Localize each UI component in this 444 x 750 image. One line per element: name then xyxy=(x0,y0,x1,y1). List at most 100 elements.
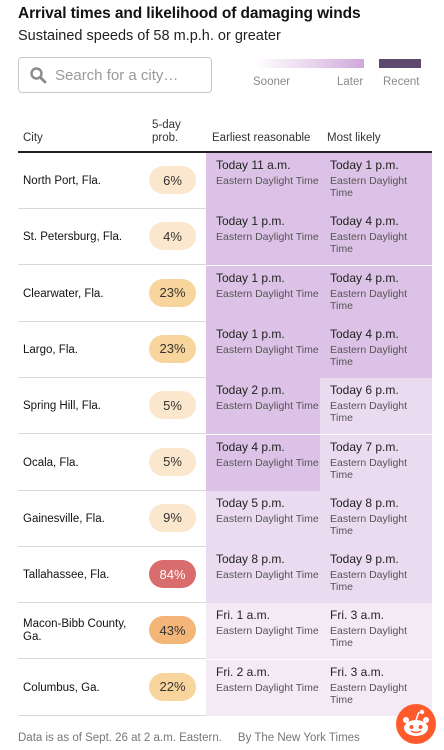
likely-arrival-cell: Fri. 3 a.m. Eastern Daylight Time xyxy=(320,603,432,660)
earliest-time: Today 1 p.m. xyxy=(216,270,285,285)
earliest-timezone: Eastern Daylight Time xyxy=(216,175,319,187)
table-row: Gainesville, Fla. 9% Today 5 p.m. Eastern D… xyxy=(18,490,432,547)
column-header-earliest: Earliest reasonable xyxy=(212,132,311,144)
legend-recent-label: Recent xyxy=(383,76,420,88)
table-row: Largo, Fla. 23% Today 1 p.m. Eastern Daylig… xyxy=(18,321,432,378)
likely-arrival-cell: Today 4 p.m. Eastern Daylight Time xyxy=(320,209,432,266)
likely-time: Today 8 p.m. xyxy=(330,495,399,510)
likely-arrival-cell: Today 6 p.m. Eastern Daylight Time xyxy=(320,378,432,435)
table-row: Clearwater, Fla. 23% Today 1 p.m. Eastern D… xyxy=(18,265,432,322)
footer-credit: By The New York Times xyxy=(237,732,360,744)
likely-timezone: Eastern Daylight Time xyxy=(330,512,408,537)
likely-timezone: Eastern Daylight Time xyxy=(330,400,408,425)
likely-arrival-cell: Today 8 p.m. Eastern Daylight Time xyxy=(320,490,432,547)
likely-timezone: Eastern Daylight Time xyxy=(330,569,408,594)
likely-timezone: Eastern Daylight Time xyxy=(330,681,408,706)
likely-arrival-cell: Today 4 p.m. Eastern Daylight Time xyxy=(320,321,432,378)
earliest-time: Fri. 2 a.m. xyxy=(216,664,271,679)
likely-time: Fri. 3 a.m. xyxy=(330,608,385,623)
earliest-time: Today 5 p.m. xyxy=(216,495,285,510)
earliest-time: Today 11 a.m. xyxy=(216,158,291,172)
city-name: Gainesville, Fla. xyxy=(23,512,105,525)
probability-badge: 43% xyxy=(149,616,196,645)
earliest-timezone: Eastern Daylight Time xyxy=(216,400,319,413)
header-rule xyxy=(18,151,432,153)
city-name: Clearwater, Fla. xyxy=(23,287,104,300)
page-subtitle: Sustained speeds of 58 m.p.h. or greater xyxy=(18,28,281,44)
table-row: St. Petersburg, Fla. 4% Today 1 p.m. Easter… xyxy=(18,209,432,266)
earliest-timezone: Eastern Daylight Time xyxy=(216,456,319,469)
earliest-time: Today 8 p.m. xyxy=(216,552,285,567)
likely-timezone: Eastern Daylight Time xyxy=(330,231,408,256)
city-name: Ocala, Fla. xyxy=(23,456,79,469)
table-row: North Port, Fla. 6% Today 11 a.m. Eastern D… xyxy=(18,153,432,209)
column-header-likely: Most likely xyxy=(327,132,381,144)
probability-badge: 84% xyxy=(149,560,196,589)
footer-separator xyxy=(225,732,235,744)
column-header-probability-line2: prob. xyxy=(152,132,179,144)
earliest-time: Today 1 p.m. xyxy=(216,214,285,229)
column-header-probability-line1: 5-day xyxy=(152,119,181,131)
likely-arrival-cell: Today 7 p.m. Eastern Daylight Time xyxy=(320,434,432,491)
earliest-timezone: Eastern Daylight Time xyxy=(216,569,319,582)
column-header-probability: 5-day prob. xyxy=(152,119,181,145)
earliest-arrival-cell: Today 1 p.m. Eastern Daylight Time xyxy=(206,265,320,322)
probability-badge: 9% xyxy=(149,503,196,532)
earliest-timezone: Eastern Daylight Time xyxy=(216,343,319,356)
earliest-timezone: Eastern Daylight Time xyxy=(216,681,319,694)
city-name: Spring Hill, Fla. xyxy=(23,400,101,413)
city-name: Largo, Fla. xyxy=(23,343,78,356)
earliest-time: Fri. 1 a.m. xyxy=(216,608,271,623)
probability-badge: 23% xyxy=(149,278,196,307)
earliest-arrival-cell: Today 2 p.m. Eastern Daylight Time xyxy=(206,378,320,435)
reddit-icon xyxy=(396,704,436,744)
probability-badge: 4% xyxy=(149,222,196,251)
earliest-arrival-cell: Today 4 p.m. Eastern Daylight Time xyxy=(206,434,320,491)
earliest-timezone: Eastern Daylight Time xyxy=(216,231,319,244)
likely-time: Fri. 3 a.m. xyxy=(330,664,385,679)
likely-arrival-cell: Today 4 p.m. Eastern Daylight Time xyxy=(320,265,432,322)
table-row: Macon-Bibb County, Ga. 43% Fri. 1 a.m. East… xyxy=(18,603,432,660)
earliest-arrival-cell: Today 1 p.m. Eastern Daylight Time xyxy=(206,321,320,378)
earliest-timezone: Eastern Daylight Time xyxy=(216,512,319,525)
search-box[interactable] xyxy=(18,57,212,93)
probability-badge: 6% xyxy=(149,166,196,194)
city-name: Tallahassee, Fla. xyxy=(23,569,110,582)
probability-badge: 5% xyxy=(149,391,196,420)
table-row: Columbus, Ga. 22% Fri. 2 a.m. Eastern Dayli… xyxy=(18,659,432,716)
search-input[interactable] xyxy=(55,66,195,84)
earliest-time: Today 4 p.m. xyxy=(216,439,285,454)
table-row: Ocala, Fla. 5% Today 4 p.m. Eastern Dayligh… xyxy=(18,434,432,491)
city-name: Macon-Bibb County, Ga. xyxy=(23,618,127,644)
earliest-arrival-cell: Today 11 a.m. Eastern Daylight Time xyxy=(206,153,320,209)
legend-gradient-bar xyxy=(253,59,364,68)
earliest-timezone: Eastern Daylight Time xyxy=(216,625,319,638)
likely-timezone: Eastern Daylight Time xyxy=(330,175,408,199)
likely-timezone: Eastern Daylight Time xyxy=(330,625,408,650)
likely-arrival-cell: Today 1 p.m. Eastern Daylight Time xyxy=(320,153,432,209)
probability-badge: 22% xyxy=(149,672,196,701)
earliest-arrival-cell: Today 8 p.m. Eastern Daylight Time xyxy=(206,547,320,604)
table-row: Spring Hill, Fla. 5% Today 2 p.m. Eastern D… xyxy=(18,378,432,435)
earliest-arrival-cell: Fri. 1 a.m. Eastern Daylight Time xyxy=(206,603,320,660)
likely-time: Today 9 p.m. xyxy=(330,552,399,567)
likely-timezone: Eastern Daylight Time xyxy=(330,456,408,481)
likely-time: Today 6 p.m. xyxy=(330,383,399,398)
legend-sooner-label: Sooner xyxy=(253,76,291,88)
footer-data-note: Data is as of Sept. 26 at 2 a.m. Eastern… xyxy=(18,732,222,744)
likely-timezone: Eastern Daylight Time xyxy=(330,343,408,368)
earliest-timezone: Eastern Daylight Time xyxy=(216,287,319,300)
earliest-arrival-cell: Today 5 p.m. Eastern Daylight Time xyxy=(206,490,320,547)
probability-badge: 5% xyxy=(149,447,196,476)
likely-time: Today 4 p.m. xyxy=(330,326,399,341)
earliest-arrival-cell: Fri. 2 a.m. Eastern Daylight Time xyxy=(206,659,320,716)
probability-badge: 23% xyxy=(149,334,196,363)
city-name: Columbus, Ga. xyxy=(23,681,100,694)
likely-arrival-cell: Today 9 p.m. Eastern Daylight Time xyxy=(320,547,432,604)
likely-timezone: Eastern Daylight Time xyxy=(330,287,408,312)
column-header-city: City xyxy=(23,132,43,144)
likely-time: Today 4 p.m. xyxy=(330,214,399,229)
city-name: St. Petersburg, Fla. xyxy=(23,231,123,244)
page-title: Arrival times and likelihood of damaging… xyxy=(18,5,361,22)
likely-time: Today 7 p.m. xyxy=(330,439,399,454)
